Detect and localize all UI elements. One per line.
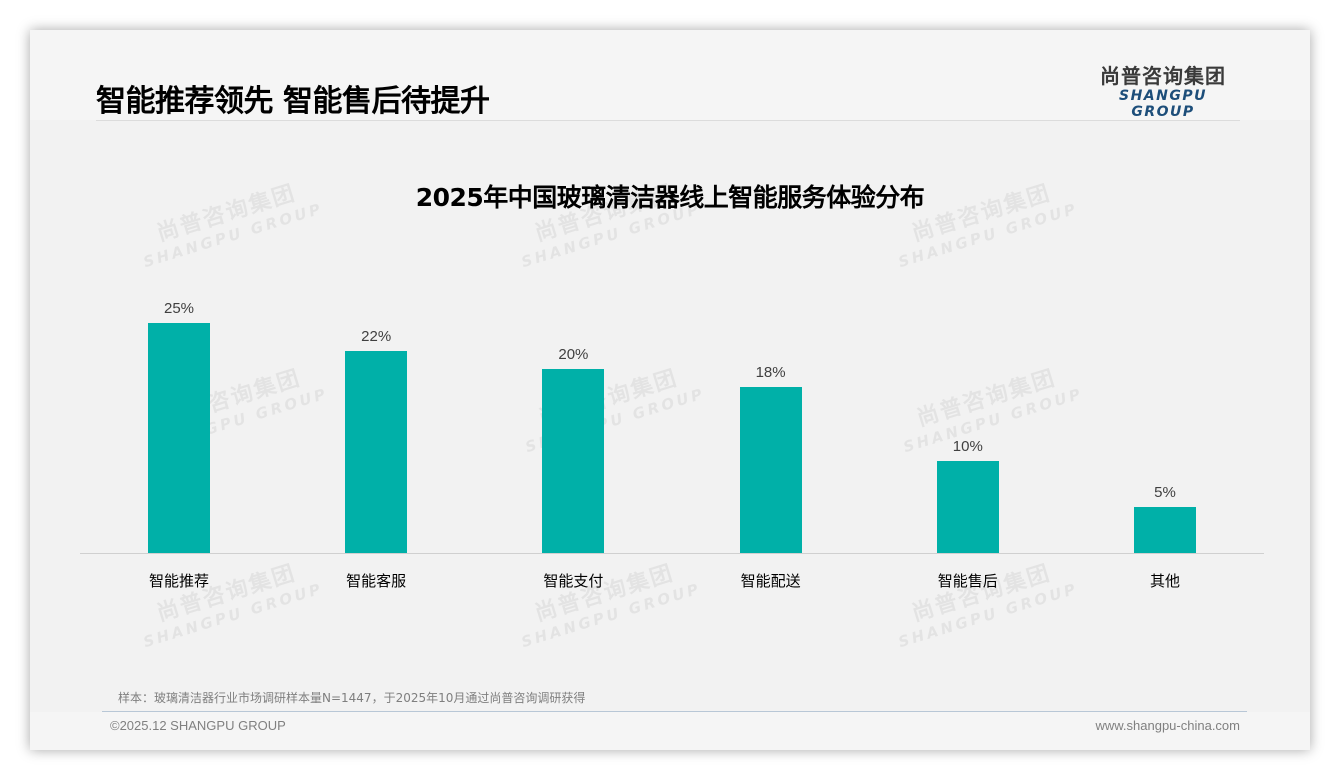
category-label: 智能售后 [937,572,998,590]
bar-value-label: 25% [163,300,195,317]
category-label: 智能配送 [740,572,801,590]
bar [936,461,999,553]
watermark: 尚普咨询集团 SHANGPU GROUP [141,560,326,652]
copyright-text: ©2025.12 SHANGPU GROUP [110,718,286,733]
bar-value-label: 10% [952,438,983,455]
website-link[interactable]: www.shangpu-china.com [1095,718,1240,733]
logo-en-text: SHANGPU GROUP [1119,88,1207,120]
title-divider [96,120,1240,121]
category-label: 智能客服 [346,572,407,590]
bar-value-label: 22% [361,328,392,345]
bar-value-label: 18% [755,364,786,381]
header-band [30,30,1310,120]
bar [739,387,802,553]
x-axis-line [80,553,1264,554]
page-title: 智能推荐领先 智能售后待提升 [96,84,490,119]
watermark: 尚普咨询集团 SHANGPU GROUP [896,560,1081,652]
category-label: 智能支付 [543,572,604,590]
slide: 智能推荐领先 智能售后待提升 尚普咨询集团 SHANGPU GROUP 尚普咨询… [30,30,1310,750]
bar [148,323,210,553]
chart-title: 2025年中国玻璃清洁器线上智能服务体验分布 [415,183,925,212]
bar [1134,507,1196,553]
bar [542,369,605,553]
logo-cn-text: 尚普咨询集团 [1100,64,1226,88]
footer-divider [102,711,1247,712]
bar-value-label: 5% [1154,484,1176,501]
watermark: 尚普咨询集团 SHANGPU GROUP [519,560,704,652]
category-label: 其他 [1149,572,1180,590]
footer-band [30,712,1310,750]
bar [345,351,408,553]
bar-value-label: 20% [558,346,589,363]
category-label: 智能推荐 [148,572,209,590]
company-logo: 尚普咨询集团 SHANGPU GROUP [1088,64,1238,120]
sample-note: 样本：玻璃清洁器行业市场调研样本量N=1447，于2025年10月通过尚普咨询调… [118,691,586,705]
